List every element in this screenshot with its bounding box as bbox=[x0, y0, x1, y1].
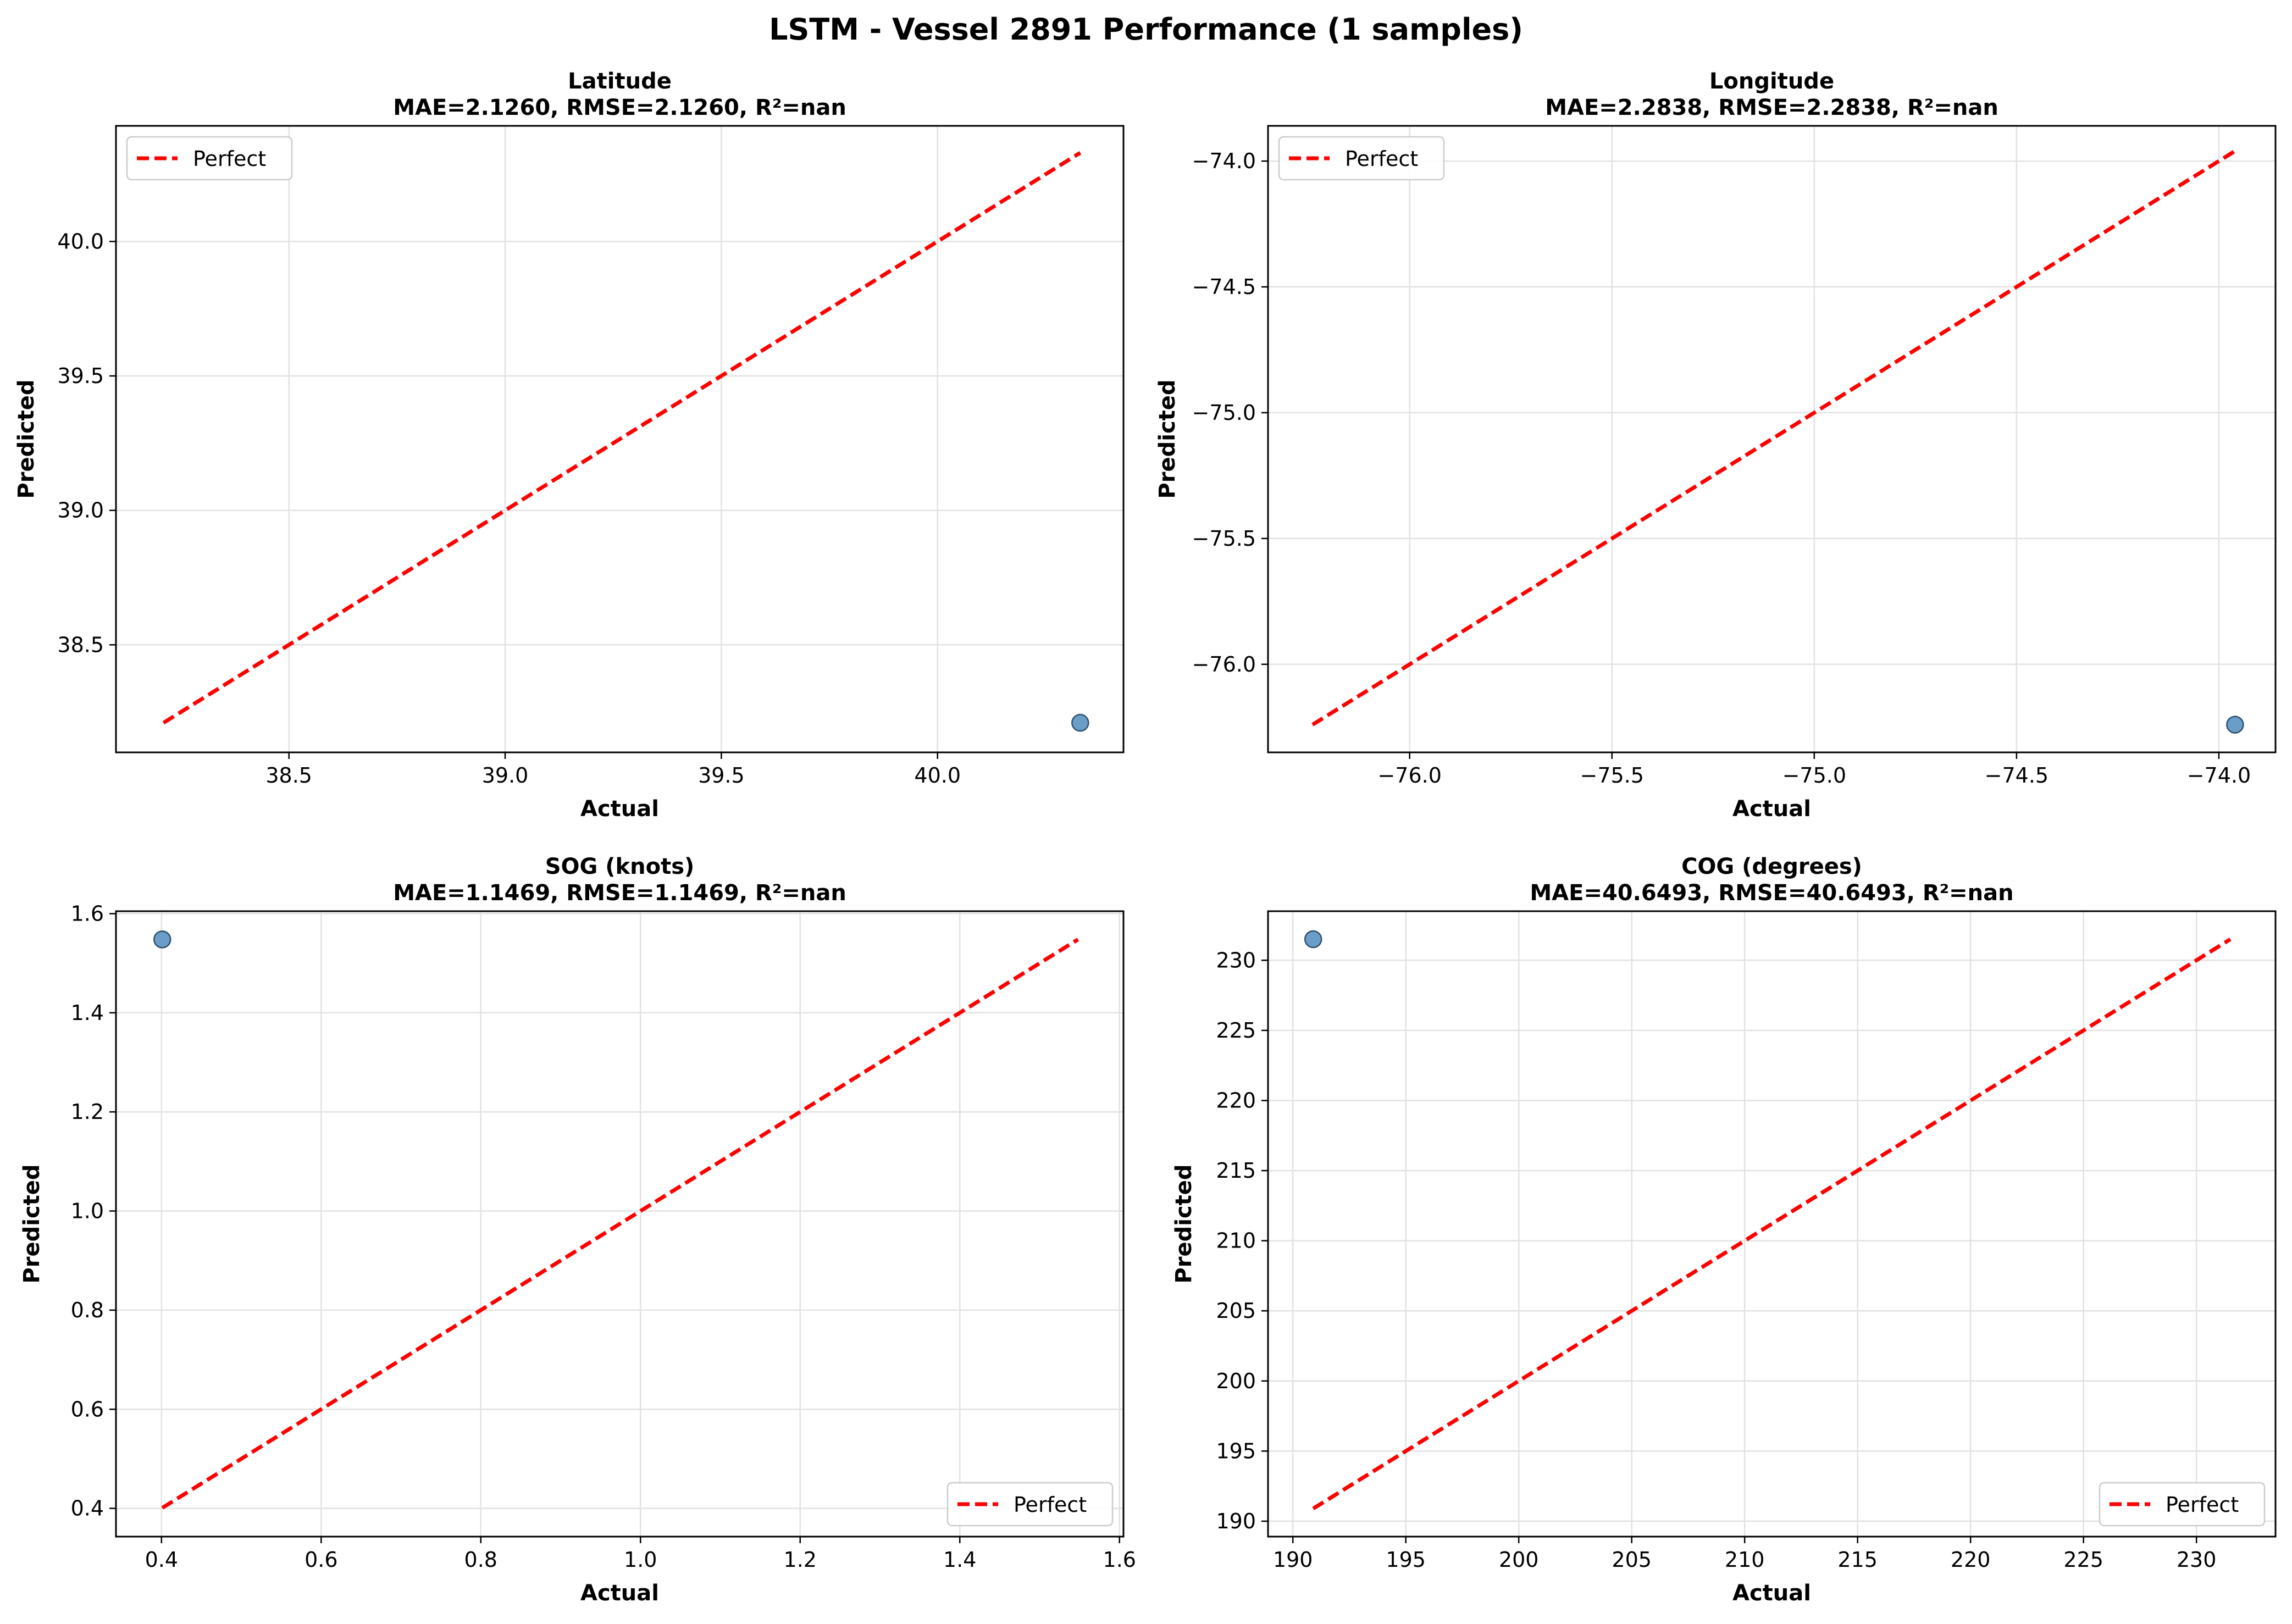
y-tick-label: 1.6 bbox=[71, 902, 104, 926]
x-tick-label: 1.4 bbox=[943, 1548, 976, 1572]
y-axis-label: Predicted bbox=[1155, 379, 1180, 498]
y-tick-label: 0.4 bbox=[71, 1496, 104, 1521]
subplot-subtitle: MAE=2.2838, RMSE=2.2838, R²=nan bbox=[1545, 95, 1998, 120]
legend-box bbox=[2099, 1482, 2266, 1527]
x-axis-label: Actual bbox=[1732, 796, 1811, 822]
y-tick-label: 200 bbox=[1216, 1369, 1256, 1393]
x-tick-label: 215 bbox=[1837, 1548, 1878, 1572]
legend: Perfect bbox=[1278, 136, 1445, 181]
y-tick-label: 205 bbox=[1216, 1299, 1256, 1323]
subplot-1: 38.5 39.0 39.5 40.0 38.5 39.0 39.5 40.0 Latitude… bbox=[14, 69, 1125, 822]
x-tick-label: 39.5 bbox=[698, 763, 745, 788]
x-tick-label: −76.0 bbox=[1377, 763, 1441, 788]
x-tick-label: −75.0 bbox=[1782, 763, 1846, 788]
y-tick-label: 39.5 bbox=[57, 364, 104, 388]
x-tick-label: 0.6 bbox=[305, 1548, 337, 1572]
subplot-4: 190 195 200 205 210 215 220 225 230 190 195 200 205 2… bbox=[1171, 854, 2277, 1606]
scatter-point bbox=[1304, 930, 1322, 949]
y-tick-label: 210 bbox=[1216, 1229, 1256, 1253]
legend-label: Perfect bbox=[2166, 1493, 2239, 1517]
y-tick-label: −74.0 bbox=[1192, 149, 1256, 173]
x-tick-label: 1.6 bbox=[1103, 1548, 1136, 1572]
y-tick-label: 195 bbox=[1216, 1439, 1256, 1463]
y-tick-label: 0.6 bbox=[71, 1397, 104, 1421]
subplot-title: Latitude bbox=[568, 69, 672, 94]
x-tick-label: 39.0 bbox=[482, 763, 529, 788]
perfect-line bbox=[162, 151, 1082, 725]
subplot-subtitle: MAE=40.6493, RMSE=40.6493, R²=nan bbox=[1530, 880, 2013, 906]
subplot-subtitle: MAE=2.1260, RMSE=2.1260, R²=nan bbox=[393, 95, 846, 120]
x-tick-label: −75.5 bbox=[1580, 763, 1643, 788]
subplot-title: SOG (knots) bbox=[545, 854, 695, 879]
subplot-title: Longitude bbox=[1709, 69, 1834, 94]
perfect-line bbox=[1311, 149, 2236, 727]
y-tick-label: 0.8 bbox=[71, 1298, 104, 1322]
x-tick-label: 230 bbox=[2177, 1548, 2217, 1572]
x-axis-label: Actual bbox=[580, 796, 659, 822]
x-axis-label: Actual bbox=[580, 1581, 659, 1606]
x-tick-label: 40.0 bbox=[914, 763, 961, 788]
x-tick-label: 220 bbox=[1951, 1548, 1991, 1572]
legend-label: Perfect bbox=[1014, 1493, 1087, 1517]
y-axis-label: Predicted bbox=[1171, 1164, 1197, 1283]
x-tick-label: 205 bbox=[1612, 1548, 1652, 1572]
x-tick-label: 1.0 bbox=[624, 1548, 657, 1572]
legend-label: Perfect bbox=[193, 147, 266, 171]
x-tick-label: −74.0 bbox=[2187, 763, 2251, 788]
figure-title: LSTM - Vessel 2891 Performance (1 sample… bbox=[769, 12, 1523, 47]
scatter-point bbox=[2226, 716, 2244, 734]
legend: Perfect bbox=[126, 136, 293, 181]
subplot-2: −76.0 −75.5 −75.0 −74.5 −74.0 −76.0 −75.5 −75.0… bbox=[1155, 69, 2277, 822]
perfect-line bbox=[1312, 938, 2232, 1510]
y-tick-label: 38.5 bbox=[57, 633, 104, 657]
axes-frame bbox=[1267, 910, 2277, 1538]
x-tick-label: 210 bbox=[1725, 1548, 1765, 1572]
y-axis-label: Predicted bbox=[14, 379, 39, 498]
x-tick-label: 190 bbox=[1273, 1548, 1313, 1572]
y-axis-label: Predicted bbox=[19, 1164, 45, 1283]
y-tick-label: 1.2 bbox=[71, 1100, 104, 1124]
y-tick-label: −76.0 bbox=[1192, 652, 1256, 677]
subplot-subtitle: MAE=1.1469, RMSE=1.1469, R²=nan bbox=[393, 880, 846, 906]
y-tick-label: 215 bbox=[1216, 1159, 1256, 1183]
x-tick-label: 0.8 bbox=[464, 1548, 497, 1572]
scatter-point bbox=[153, 930, 171, 949]
axes-frame bbox=[115, 125, 1125, 753]
x-tick-label: 200 bbox=[1499, 1548, 1539, 1572]
y-tick-label: −75.0 bbox=[1192, 401, 1256, 425]
x-tick-label: 1.2 bbox=[784, 1548, 817, 1572]
y-tick-label: 39.0 bbox=[57, 498, 104, 523]
legend: Perfect bbox=[946, 1482, 1114, 1527]
y-tick-label: 190 bbox=[1216, 1509, 1256, 1533]
x-tick-label: −74.5 bbox=[1985, 763, 2049, 788]
y-tick-label: 1.4 bbox=[71, 1001, 104, 1025]
x-tick-label: 195 bbox=[1386, 1548, 1426, 1572]
axes-frame bbox=[1267, 125, 2277, 753]
y-tick-label: 40.0 bbox=[57, 229, 104, 253]
x-tick-label: 38.5 bbox=[265, 763, 312, 788]
y-tick-label: 225 bbox=[1216, 1018, 1256, 1043]
axes-frame bbox=[115, 910, 1125, 1538]
subplot-3: 0.4 0.6 0.8 1.0 1.2 1.4 1.6 0.4 0.6 0.8 1.0 1.2 1.4 1… bbox=[19, 854, 1136, 1606]
y-tick-label: 1.0 bbox=[71, 1199, 104, 1223]
x-axis-label: Actual bbox=[1732, 1581, 1811, 1606]
legend-box bbox=[126, 136, 293, 181]
perfect-line bbox=[161, 938, 1079, 1510]
y-tick-label: 230 bbox=[1216, 948, 1256, 972]
legend: Perfect bbox=[2099, 1482, 2266, 1527]
legend-box bbox=[1278, 136, 1445, 181]
y-tick-label: 220 bbox=[1216, 1088, 1256, 1112]
y-tick-label: −74.5 bbox=[1192, 275, 1256, 299]
legend-box bbox=[946, 1482, 1114, 1527]
x-tick-label: 0.4 bbox=[145, 1548, 178, 1572]
legend-label: Perfect bbox=[1345, 147, 1418, 171]
scatter-point bbox=[1071, 713, 1089, 732]
y-tick-label: −75.5 bbox=[1192, 526, 1256, 551]
x-tick-label: 225 bbox=[2063, 1548, 2103, 1572]
subplot-title: COG (degrees) bbox=[1681, 854, 1862, 879]
